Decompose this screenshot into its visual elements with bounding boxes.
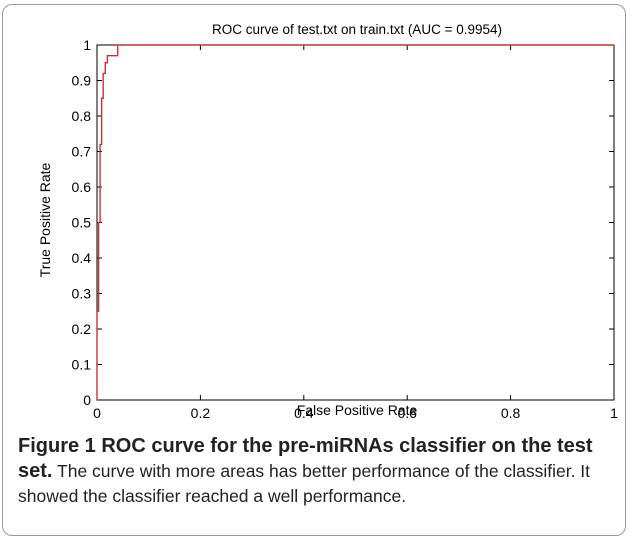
x-tick-label: 0.8 <box>501 405 521 421</box>
y-tick-label: 0.1 <box>72 357 92 373</box>
y-tick-label: 0.3 <box>72 286 92 302</box>
y-tick-label: 0.6 <box>72 179 92 195</box>
y-tick-label: 0.2 <box>72 321 92 337</box>
y-tick-label: 0 <box>83 392 91 408</box>
x-tick-label: 0 <box>93 405 101 421</box>
y-tick-label: 0.9 <box>72 73 92 89</box>
x-tick-label: 0.6 <box>397 405 417 421</box>
roc-curve-line <box>96 44 614 400</box>
x-tick-labels: 0 0.2 0.4 0.6 0.8 1 <box>93 405 618 421</box>
y-tick-label: 0.5 <box>72 215 92 231</box>
figure-caption: Figure 1 ROC curve for the pre-miRNAs cl… <box>18 434 618 509</box>
y-tick-label: 1 <box>83 37 91 53</box>
x-tick-label: 1 <box>610 405 618 421</box>
figure-frame <box>2 4 626 536</box>
axis-ticks <box>96 44 615 401</box>
chart-title: ROC curve of test.txt on train.txt (AUC … <box>212 22 502 37</box>
x-axis-label: False Positive Rate <box>297 402 418 418</box>
caption-body: The curve with more areas has better per… <box>18 461 591 506</box>
series-layer <box>96 44 614 400</box>
x-tick-label: 0.4 <box>294 405 314 421</box>
y-axis-label: True Positive Rate <box>37 162 53 277</box>
plot-area <box>96 44 615 401</box>
x-tick-label: 0.2 <box>191 405 211 421</box>
y-tick-label: 0.7 <box>72 144 92 160</box>
y-tick-label: 0.4 <box>72 250 92 266</box>
y-tick-label: 0.8 <box>72 108 92 124</box>
roc-chart: ROC curve of test.txt on train.txt (AUC … <box>37 22 618 421</box>
y-tick-labels: 0 0.1 0.2 0.3 0.4 0.5 0.6 0.7 0.8 0.9 1 <box>72 37 92 408</box>
caption-title: Figure 1 ROC curve for the pre-miRNAs cl… <box>18 435 593 482</box>
